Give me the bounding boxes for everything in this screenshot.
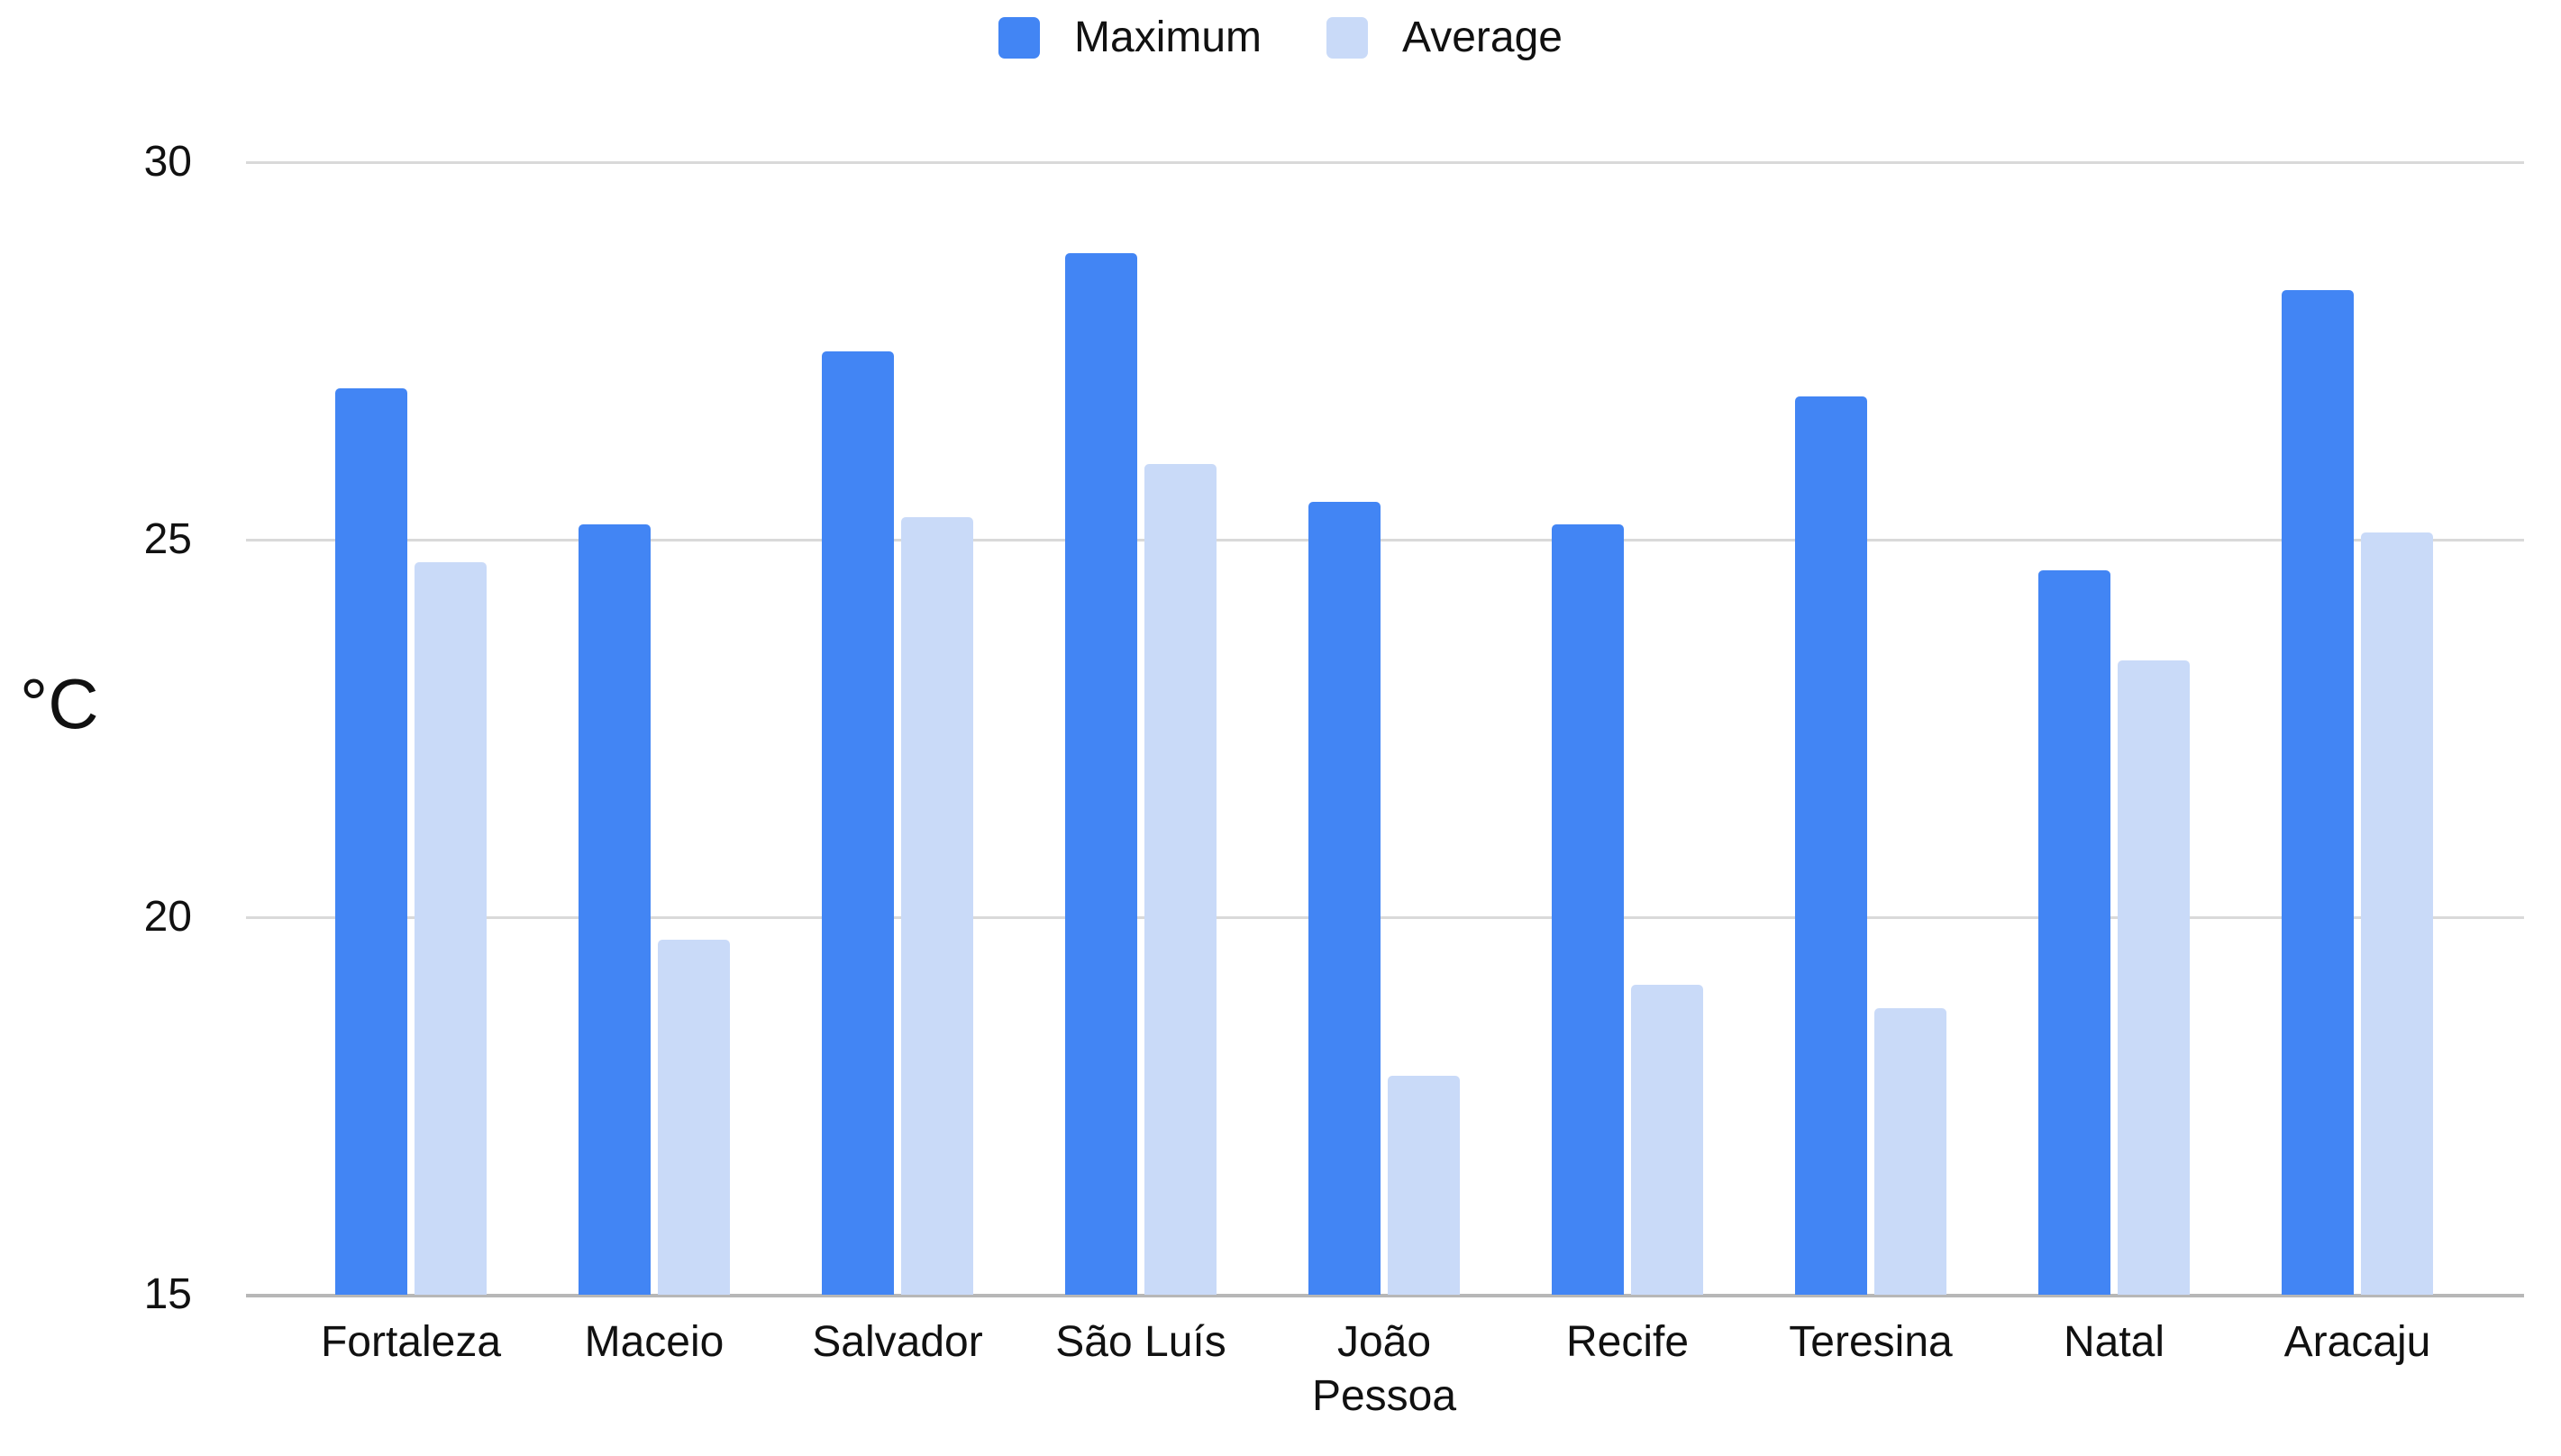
bar-average-aracaju[interactable] — [2361, 532, 2433, 1295]
bar-maximum-maceio[interactable] — [579, 524, 651, 1295]
bar-maximum-são-luís[interactable] — [1065, 252, 1137, 1295]
x-label-natal: Natal — [2063, 1318, 2165, 1366]
plot-area — [246, 161, 2524, 1297]
x-label-fortaleza: Fortaleza — [320, 1318, 502, 1366]
x-label-teresina: Teresina — [1789, 1318, 1953, 1366]
y-tick-30: 30 — [143, 138, 192, 186]
legend-label: Average — [1402, 14, 1563, 61]
y-axis-title: °C — [20, 664, 99, 743]
gridline-20 — [246, 916, 2524, 919]
bar-average-fortaleza[interactable] — [415, 562, 487, 1295]
bar-maximum-aracaju[interactable] — [2282, 290, 2354, 1295]
bar-average-teresina[interactable] — [1874, 1007, 1946, 1295]
bar-maximum-natal[interactable] — [2038, 569, 2110, 1295]
legend-label: Maximum — [1074, 14, 1262, 61]
bar-maximum-salvador[interactable] — [822, 350, 894, 1295]
bar-average-são-luís[interactable] — [1144, 464, 1217, 1295]
legend-swatch-average — [1326, 17, 1369, 59]
x-label-maceio: Maceio — [584, 1318, 725, 1366]
bar-maximum-joão-pessoa[interactable] — [1308, 502, 1381, 1295]
bar-maximum-teresina[interactable] — [1795, 396, 1867, 1295]
x-label-salvador: Salvador — [812, 1318, 983, 1366]
chart-legend: Maximum Average — [0, 16, 2561, 59]
x-label-recife: Recife — [1565, 1318, 1690, 1366]
bar-average-maceio[interactable] — [658, 940, 730, 1295]
y-tick-20: 20 — [143, 893, 192, 941]
bar-maximum-recife[interactable] — [1552, 524, 1624, 1295]
legend-item-maximum[interactable]: Maximum — [998, 16, 1262, 59]
x-label-são-luís: São Luís — [1055, 1318, 1226, 1366]
y-tick-15: 15 — [143, 1270, 192, 1318]
bar-average-natal[interactable] — [2118, 660, 2190, 1295]
bar-average-joão-pessoa[interactable] — [1388, 1075, 1460, 1295]
gridline-25 — [246, 539, 2524, 541]
legend-item-average[interactable]: Average — [1326, 16, 1563, 59]
x-label-aracaju: Aracaju — [2283, 1318, 2431, 1366]
y-tick-25: 25 — [143, 515, 192, 563]
bar-maximum-fortaleza[interactable] — [335, 388, 407, 1295]
gridline-30 — [246, 161, 2524, 164]
x-label-joão-pessoa: João Pessoa — [1311, 1318, 1457, 1420]
bar-average-recife[interactable] — [1631, 985, 1703, 1295]
x-axis-baseline — [246, 1294, 2524, 1297]
legend-swatch-maximum — [998, 17, 1041, 59]
bar-average-salvador[interactable] — [901, 516, 973, 1295]
